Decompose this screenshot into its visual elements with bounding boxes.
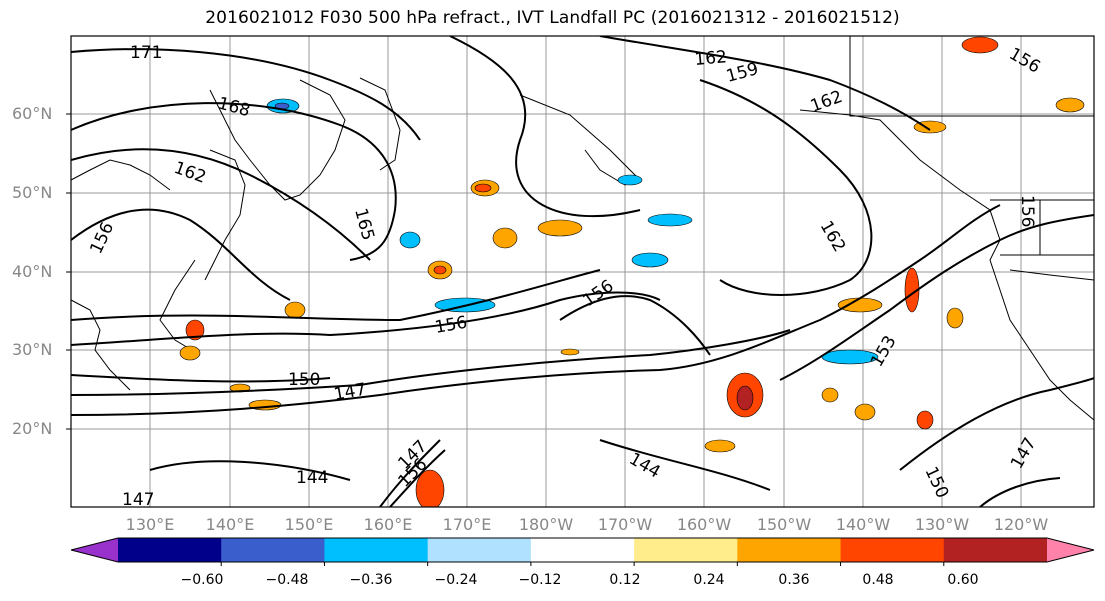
lon-label: 130°W bbox=[914, 515, 970, 534]
contour-label: 156 bbox=[1017, 195, 1037, 227]
lon-label: 150°W bbox=[756, 515, 812, 534]
contour-label: 144 bbox=[296, 468, 328, 488]
gridlines bbox=[71, 36, 1094, 507]
lon-label: 180°W bbox=[518, 515, 574, 534]
lon-label: 160°E bbox=[363, 515, 413, 534]
lon-label: 160°W bbox=[676, 515, 732, 534]
coastlines bbox=[71, 36, 1094, 421]
colorbar-tick-label: −0.12 bbox=[518, 572, 562, 588]
colorbar-tick-label: −0.24 bbox=[434, 572, 478, 588]
colorbar-tick-label: 0.12 bbox=[609, 572, 641, 588]
colorbar-tick-label: 0.60 bbox=[947, 572, 979, 588]
lat-ticks bbox=[66, 113, 71, 430]
lon-label: 120°W bbox=[993, 515, 1049, 534]
colorbar-segment bbox=[840, 538, 945, 562]
colorbar-tick-label: −0.48 bbox=[265, 572, 309, 588]
colorbar-tick-label: 0.24 bbox=[693, 572, 725, 588]
lat-label-60n: 60°N bbox=[12, 104, 53, 123]
colorbar-segment bbox=[118, 538, 222, 562]
lon-label: 130°E bbox=[125, 515, 175, 534]
lat-label-40n: 40°N bbox=[12, 262, 53, 281]
lon-label: 170°W bbox=[597, 515, 653, 534]
lon-label: 140°W bbox=[835, 515, 891, 534]
lon-label: 150°E bbox=[284, 515, 334, 534]
colorbar-segment bbox=[634, 538, 738, 562]
contour-label: 147 bbox=[122, 490, 154, 510]
colorbar-outline bbox=[70, 537, 1095, 563]
height-contours bbox=[71, 36, 1094, 507]
lat-label-50n: 50°N bbox=[12, 183, 53, 202]
colorbar-tick-label: 0.36 bbox=[778, 572, 810, 588]
colorbar-segment bbox=[943, 538, 1048, 562]
lat-label-20n: 20°N bbox=[12, 419, 53, 438]
lon-label: 170°E bbox=[442, 515, 492, 534]
colorbar-segment bbox=[530, 538, 635, 562]
map-panel: 171 168 162 156 165 162 159 165 162 162 … bbox=[71, 36, 1094, 510]
colorbar-tick-label: 0.48 bbox=[862, 572, 894, 588]
colorbar-segment bbox=[737, 538, 842, 562]
lon-label: 140°E bbox=[205, 515, 255, 534]
colorbar-tick-label: −0.60 bbox=[180, 572, 224, 588]
lat-label-30n: 30°N bbox=[12, 340, 53, 359]
colorbar-tick-label: −0.36 bbox=[349, 572, 393, 588]
colorbar bbox=[70, 537, 1095, 566]
colorbar-extend-min bbox=[71, 538, 118, 562]
colorbar-extend-max bbox=[1047, 538, 1094, 562]
colorbar-segment bbox=[324, 538, 429, 562]
colorbar-segment bbox=[221, 538, 325, 562]
contour-label: 150 bbox=[288, 370, 320, 390]
map-title: 2016021012 F030 500 hPa refract., IVT La… bbox=[205, 8, 900, 28]
colorbar-segment bbox=[427, 538, 532, 562]
contour-label: 162 bbox=[694, 47, 728, 70]
contour-label: 171 bbox=[130, 43, 162, 63]
